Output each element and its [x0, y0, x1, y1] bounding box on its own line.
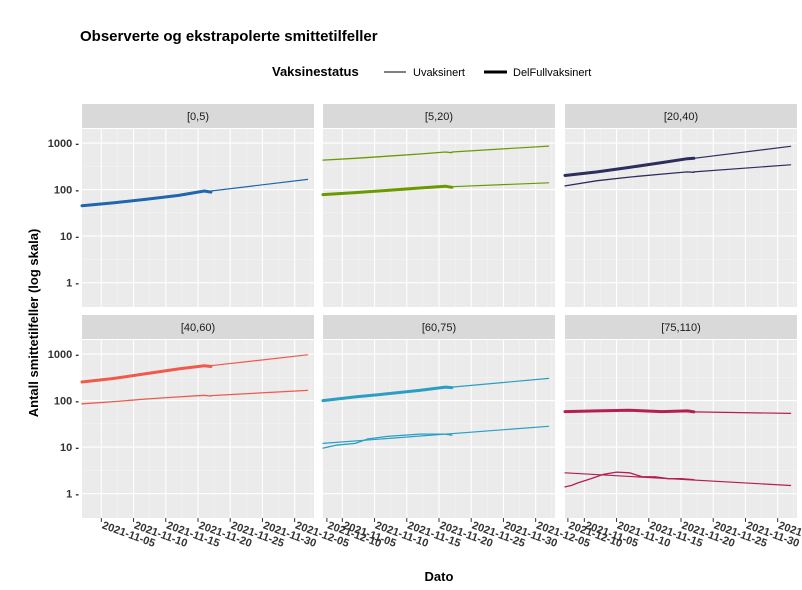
- extrapolated-line-delfullvaksinert: [210, 354, 309, 367]
- observed-line-uvaksinert: [564, 171, 695, 187]
- extrapolated-line-delfullvaksinert: [693, 411, 792, 414]
- y-tick-label: 1 -: [66, 489, 79, 501]
- extrapolated-line-delfullvaksinert: [451, 182, 550, 188]
- legend-label-uvaksinert: Uvaksinert: [413, 67, 465, 79]
- extrapolated-line-uvaksinert: [451, 145, 550, 153]
- legend-title: Vaksinestatus: [272, 64, 359, 79]
- y-tick-label: 10 -: [60, 231, 79, 243]
- observed-line-delfullvaksinert: [563, 156, 696, 177]
- facet-label: [75,110): [661, 322, 701, 334]
- extrapolated-line-uvaksinert: [693, 164, 792, 173]
- facet-panels: [0,5) 1 - 10 - 100 - 1000 - [5,20) [20,40) [40,…: [48, 104, 802, 550]
- y-tick-label: 100 -: [54, 185, 79, 197]
- facet-strip: [82, 104, 314, 128]
- y-tick-label: 1000 -: [48, 138, 80, 150]
- observed-line-delfullvaksinert: [80, 364, 213, 384]
- extrapolated-line-uvaksinert: [210, 389, 309, 397]
- observed-line-delfullvaksinert: [321, 385, 454, 403]
- extrapolated-line-delfullvaksinert: [210, 178, 309, 192]
- legend-label-delfullvaksinert: DelFullvaksinert: [513, 67, 591, 79]
- extrapolated-line-delfullvaksinert: [451, 377, 550, 388]
- facet-panel: [75,110)2021-11-052021-11-102021-11-1520…: [563, 315, 802, 550]
- facet-strip: [82, 315, 314, 339]
- y-tick-label: 10 -: [60, 442, 79, 454]
- y-tick-label: 1000 -: [48, 349, 80, 361]
- facet-label: [0,5): [187, 111, 209, 123]
- facet-panel: [0,5) 1 - 10 - 100 - 1000 -: [48, 104, 314, 307]
- extrapolated-line-uvaksinert: [564, 472, 792, 487]
- observed-line-delfullvaksinert: [321, 184, 454, 197]
- facet-label: [20,40): [664, 111, 698, 123]
- y-axis-label: Antall smittetilfeller (log skala): [26, 229, 41, 418]
- extrapolated-line-uvaksinert: [322, 425, 550, 444]
- observed-line-delfullvaksinert: [80, 189, 213, 208]
- facet-label: [40,60): [181, 322, 215, 334]
- chart-title: Observerte og ekstrapolerte smittetilfel…: [80, 28, 378, 45]
- facet-label: [5,20): [425, 111, 453, 123]
- facet-strip: [323, 104, 555, 128]
- legend: Vaksinestatus Uvaksinert DelFullvaksiner…: [272, 64, 591, 79]
- observed-line-uvaksinert: [81, 394, 212, 405]
- facet-label: [60,75): [422, 322, 456, 334]
- facet-panel: [20,40): [563, 104, 797, 307]
- facet-strip: [323, 315, 555, 339]
- facet-panel: [40,60)1 -10 -100 -1000 -2021-11-052021-…: [48, 315, 383, 550]
- y-tick-label: 100 -: [54, 396, 79, 408]
- observed-line-delfullvaksinert: [563, 408, 696, 414]
- facet-strip: [565, 315, 797, 339]
- extrapolated-line-delfullvaksinert: [693, 145, 792, 159]
- y-tick-label: 1 -: [66, 278, 79, 290]
- facet-strip: [565, 104, 797, 128]
- x-axis-label: Dato: [425, 569, 454, 584]
- observed-line-uvaksinert: [322, 151, 453, 161]
- facet-panel: [5,20): [321, 104, 555, 307]
